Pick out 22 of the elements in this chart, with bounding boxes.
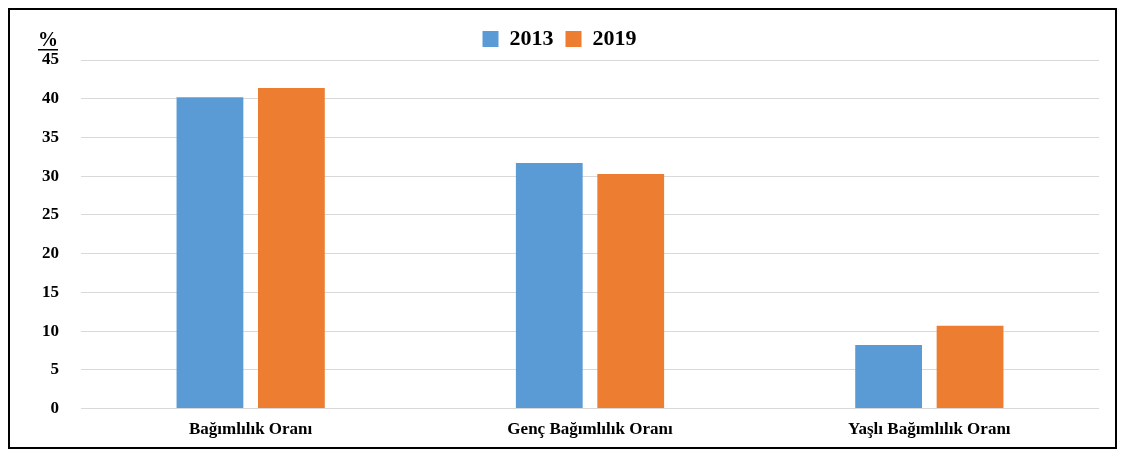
y-tick-label: 30 <box>42 165 59 185</box>
bar <box>515 163 583 409</box>
x-tick-label: Yaşlı Bağımlılık Oranı <box>848 419 1011 439</box>
y-tick-label: 5 <box>50 359 59 379</box>
bar <box>855 345 922 409</box>
x-tick-label: Bağımlılık Oranı <box>189 419 313 439</box>
y-tick-label: 10 <box>42 320 59 340</box>
y-axis-title: % <box>38 28 58 50</box>
y-tick-label: 45 <box>42 49 59 69</box>
y-tick-label: 35 <box>42 126 59 146</box>
y-tick-label: 25 <box>42 204 59 224</box>
x-tick-label: Genç Bağımlılık Oranı <box>507 419 673 439</box>
bar <box>176 97 244 409</box>
y-tick-label: 40 <box>42 88 59 108</box>
bar <box>597 173 665 409</box>
bar <box>258 87 325 409</box>
y-tick-label: 15 <box>42 281 59 301</box>
legend-label: 2019 <box>592 24 637 50</box>
bar <box>936 325 1004 409</box>
y-tick-label: 0 <box>50 397 59 417</box>
legend-label: 2013 <box>509 24 554 50</box>
y-tick-label: 20 <box>42 243 59 263</box>
